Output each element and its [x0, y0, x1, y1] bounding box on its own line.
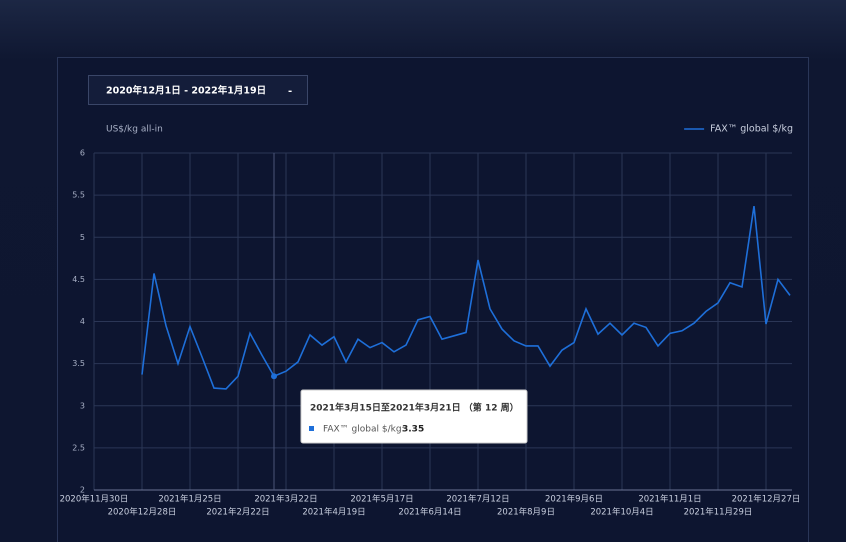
legend: FAX™ global $/kg [684, 124, 793, 135]
tooltip: 2021年3月15日至2021年3月21日 （第 12 周） FAX™ glob… [300, 389, 528, 444]
x-tick-label: 2021年12月27日 [732, 494, 801, 505]
x-tick-label: 2021年8月9日 [497, 507, 555, 518]
y-tick-label: 3 [80, 401, 85, 410]
x-tick-label: 2021年3月22日 [254, 494, 317, 505]
x-tick-label: 2021年1月25日 [158, 494, 221, 505]
plot [141, 153, 791, 490]
y-tick-label: 4 [80, 317, 85, 326]
tooltip-title: 2021年3月15日至2021年3月21日 （第 12 周） [310, 402, 519, 414]
hover-point [271, 373, 277, 380]
date-range-caret[interactable]: - [288, 86, 292, 97]
x-tick-label: 2021年11月1日 [638, 494, 701, 505]
y-tick-label: 5 [80, 233, 85, 242]
date-range-label: 2020年12月1日 - 2022年1月19日 [106, 85, 266, 97]
x-tick-label: 2021年9月6日 [545, 494, 603, 505]
date-range-picker[interactable] [88, 75, 308, 105]
tooltip-swatch [309, 426, 314, 431]
x-tick-label: 2021年7月12日 [446, 494, 509, 505]
x-tick-label: 2021年2月22日 [206, 507, 269, 518]
x-tick-label: 2021年11月29日 [684, 507, 753, 518]
y-tick-label: 3.5 [72, 359, 85, 368]
tooltip-value: 3.35 [402, 425, 424, 435]
x-tick-label: 2021年4月19日 [302, 507, 365, 518]
legend-label: FAX™ global $/kg [710, 124, 793, 135]
x-tick-label: 2020年11月30日 [60, 494, 129, 505]
grid: 2 2.5 3 3.5 4 4.5 5 5.5 6 2020年11月30日 2020年12月28日 2… [60, 149, 801, 518]
panel [57, 57, 809, 542]
x-tick-label: 2021年10月4日 [590, 507, 653, 518]
x-tick-label: 2021年6月14日 [398, 507, 461, 518]
y-tick-label: 2 [80, 486, 85, 495]
y-tick-label: 5.5 [72, 191, 85, 200]
y-tick-label: 6 [80, 149, 85, 158]
series-line [141, 205, 791, 390]
x-tick-label: 2021年5月17日 [350, 494, 413, 505]
tooltip-box [300, 389, 528, 444]
y-tick-label: 4.5 [72, 275, 85, 284]
y-tick-label: 2.5 [72, 443, 85, 452]
x-tick-label: 2020年12月28日 [108, 507, 177, 518]
tooltip-series: FAX™ global $/kg: [323, 425, 405, 435]
y-axis-label: US$/kg all-in [106, 125, 163, 135]
